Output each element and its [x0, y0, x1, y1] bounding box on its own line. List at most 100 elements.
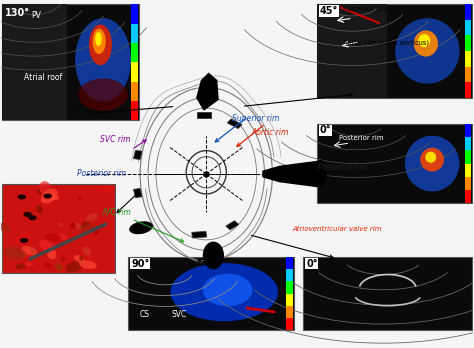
- Ellipse shape: [55, 262, 63, 271]
- Ellipse shape: [6, 246, 26, 257]
- Ellipse shape: [70, 222, 76, 229]
- Bar: [131, 62, 138, 81]
- Text: CS: CS: [140, 310, 150, 319]
- Bar: [465, 164, 472, 177]
- Ellipse shape: [44, 193, 52, 199]
- Text: 0°: 0°: [319, 126, 331, 135]
- Text: IVC rim: IVC rim: [103, 208, 131, 216]
- Ellipse shape: [44, 262, 52, 269]
- Bar: [303, 257, 473, 330]
- Bar: [465, 150, 472, 164]
- Ellipse shape: [171, 263, 278, 321]
- Bar: [131, 101, 138, 120]
- Ellipse shape: [79, 256, 84, 261]
- Text: Posterior rim: Posterior rim: [77, 169, 126, 179]
- Bar: [465, 66, 472, 82]
- Bar: [286, 306, 293, 318]
- Bar: [465, 51, 472, 66]
- Ellipse shape: [30, 247, 36, 254]
- Text: Posterior rim: Posterior rim: [338, 135, 383, 141]
- Polygon shape: [197, 73, 218, 110]
- Bar: [1, 4, 67, 120]
- Text: 90°: 90°: [131, 259, 149, 269]
- Ellipse shape: [41, 189, 58, 204]
- Ellipse shape: [405, 136, 459, 191]
- Ellipse shape: [420, 148, 444, 172]
- Text: Atrial roof: Atrial roof: [24, 73, 62, 82]
- Text: Atrioventricular valve rim: Atrioventricular valve rim: [293, 227, 383, 232]
- Bar: [318, 4, 387, 98]
- Text: Posterior rim: Posterior rim: [318, 163, 367, 172]
- Ellipse shape: [45, 234, 61, 242]
- Bar: [465, 4, 472, 20]
- Ellipse shape: [23, 212, 32, 217]
- Bar: [134, 150, 142, 159]
- Text: Aortic rim (torus aorticus): Aortic rim (torus aorticus): [343, 39, 429, 46]
- Bar: [465, 177, 472, 190]
- Ellipse shape: [203, 274, 252, 306]
- Ellipse shape: [20, 238, 28, 243]
- Ellipse shape: [28, 215, 37, 220]
- Ellipse shape: [89, 24, 112, 65]
- Ellipse shape: [82, 246, 91, 255]
- Ellipse shape: [39, 240, 55, 252]
- Bar: [1, 184, 115, 273]
- Ellipse shape: [15, 263, 27, 269]
- Ellipse shape: [2, 248, 25, 261]
- Ellipse shape: [39, 181, 52, 196]
- Ellipse shape: [85, 213, 98, 221]
- Ellipse shape: [78, 196, 82, 200]
- Bar: [228, 119, 242, 128]
- Bar: [1, 4, 139, 120]
- Ellipse shape: [57, 223, 64, 227]
- Ellipse shape: [21, 254, 27, 257]
- Text: SVC: SVC: [172, 310, 187, 319]
- Ellipse shape: [61, 257, 65, 261]
- Bar: [226, 221, 239, 230]
- Bar: [286, 257, 293, 269]
- Polygon shape: [263, 161, 327, 187]
- Bar: [465, 82, 472, 98]
- Ellipse shape: [21, 246, 37, 255]
- Bar: [286, 294, 293, 306]
- Ellipse shape: [79, 224, 97, 234]
- Ellipse shape: [36, 205, 43, 213]
- Bar: [286, 269, 293, 282]
- Ellipse shape: [78, 78, 128, 111]
- Ellipse shape: [414, 30, 438, 57]
- Bar: [192, 231, 207, 238]
- Text: Posterior rim: Posterior rim: [343, 6, 388, 12]
- Ellipse shape: [74, 222, 82, 230]
- Bar: [131, 4, 138, 24]
- Ellipse shape: [129, 221, 153, 234]
- Ellipse shape: [55, 234, 68, 240]
- Bar: [134, 189, 142, 198]
- Bar: [318, 124, 473, 204]
- Ellipse shape: [16, 232, 30, 244]
- Bar: [197, 112, 211, 118]
- Ellipse shape: [95, 32, 102, 46]
- Text: 45°: 45°: [319, 6, 338, 16]
- Text: SVC rim: SVC rim: [100, 135, 131, 144]
- Ellipse shape: [418, 34, 430, 47]
- Bar: [286, 282, 293, 294]
- Text: Aortic rim: Aortic rim: [251, 128, 289, 137]
- Text: 0°: 0°: [306, 259, 318, 269]
- Bar: [465, 137, 472, 150]
- Ellipse shape: [94, 230, 99, 235]
- Text: PV: PV: [31, 11, 41, 20]
- Bar: [131, 43, 138, 62]
- Ellipse shape: [395, 18, 460, 84]
- Text: Superior rim: Superior rim: [232, 114, 280, 123]
- Ellipse shape: [203, 242, 224, 269]
- Ellipse shape: [0, 223, 10, 232]
- Ellipse shape: [79, 260, 97, 269]
- Bar: [131, 81, 138, 101]
- Bar: [128, 257, 294, 330]
- Ellipse shape: [425, 152, 436, 163]
- Ellipse shape: [100, 186, 114, 192]
- Bar: [318, 4, 473, 98]
- Ellipse shape: [65, 260, 84, 272]
- Ellipse shape: [92, 29, 106, 54]
- Bar: [465, 35, 472, 51]
